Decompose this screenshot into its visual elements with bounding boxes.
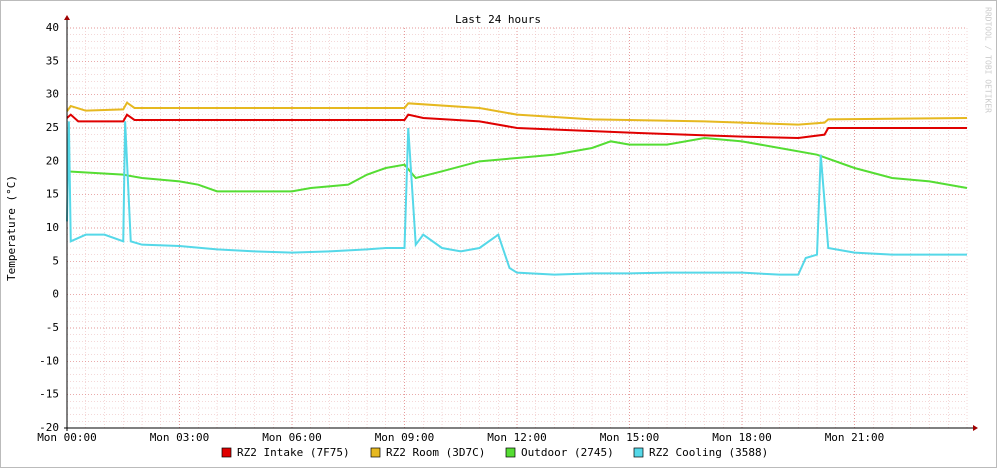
chart-title: Last 24 hours [455, 13, 541, 26]
axis-arrow [64, 15, 70, 20]
y-tick-label: 30 [46, 88, 59, 101]
series-line [66, 136, 968, 193]
series-line [66, 121, 967, 276]
x-tick-label: Mon 00:00 [37, 431, 97, 444]
series-line [66, 101, 968, 126]
legend-entry: RZ2 Cooling (3588) [633, 446, 768, 459]
x-tick-label: Mon 18:00 [712, 431, 772, 444]
x-tick-label: Mon 03:00 [150, 431, 210, 444]
legend-entry: RZ2 Room (3D7C) [370, 446, 485, 459]
x-tick-label: Mon 09:00 [375, 431, 435, 444]
legend-label: RZ2 Intake (7F75) [237, 446, 350, 459]
y-tick-label: -10 [39, 354, 59, 367]
y-axis-label: Temperature (°C) [5, 175, 18, 281]
y-tick-label: 35 [46, 54, 59, 67]
watermark: RRDTOOL / TOBI OETIKER [984, 7, 993, 113]
legend-swatch [505, 447, 516, 458]
legend-swatch [221, 447, 232, 458]
y-tick-label: 25 [46, 121, 59, 134]
y-tick-label: 20 [46, 154, 59, 167]
y-tick-label: 5 [52, 254, 59, 267]
y-tick-label: -20 [39, 421, 59, 434]
axis-arrow [973, 425, 978, 431]
y-tick-label: -5 [46, 321, 59, 334]
legend-entry: RZ2 Intake (7F75) [221, 446, 350, 459]
legend-label: Outdoor (2745) [521, 446, 614, 459]
y-tick-label: 0 [52, 288, 59, 301]
y-tick-label: 15 [46, 188, 59, 201]
y-tick-label: 40 [46, 21, 59, 34]
legend-swatch [370, 447, 381, 458]
x-tick-label: Mon 15:00 [600, 431, 660, 444]
legend-entry: Outdoor (2745) [505, 446, 614, 459]
legend-label: RZ2 Cooling (3588) [649, 446, 768, 459]
y-tick-label: -15 [39, 388, 59, 401]
x-tick-label: Mon 21:00 [825, 431, 885, 444]
legend-label: RZ2 Room (3D7C) [386, 446, 485, 459]
legend-swatch [633, 447, 644, 458]
series-line [66, 113, 967, 140]
x-tick-label: Mon 06:00 [262, 431, 322, 444]
grid [66, 27, 968, 429]
y-tick-label: 10 [46, 221, 59, 234]
x-tick-label: Mon 12:00 [487, 431, 547, 444]
